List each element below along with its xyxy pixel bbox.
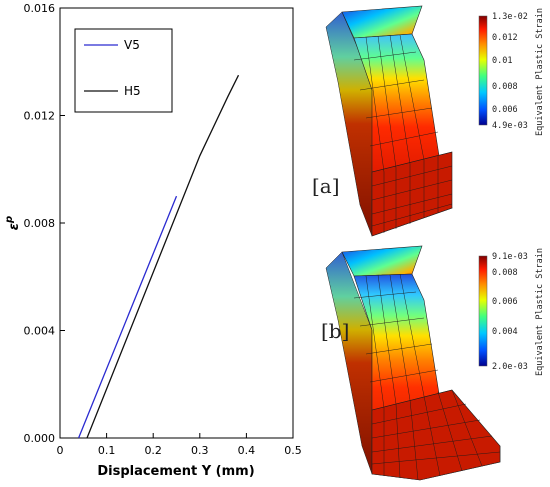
beam-b-top — [341, 245, 423, 277]
y-axis-title: εp — [4, 216, 22, 230]
colorbar-b — [478, 255, 488, 367]
beam-b-mesh — [353, 273, 501, 481]
colorbar-a-tick-2: 0.01 — [492, 56, 512, 66]
series-lines — [77, 74, 240, 439]
y-axis-superscript: p — [4, 216, 15, 224]
series-line-v5 — [77, 195, 178, 439]
colorbar-b-tick-2: 0.006 — [492, 297, 518, 307]
beam-a-top — [341, 5, 423, 39]
plot-area: 0 0.1 0.2 0.3 0.4 0.5 0.0000.0040.0080.0120.0… — [4, 2, 302, 479]
x-tick-label: 0.3 — [191, 444, 209, 457]
colorbar-b-tick-3: 0.004 — [492, 327, 518, 337]
colorbar-b-title: Equivalent Plastic Strain — [535, 248, 545, 376]
panel-label-a: [a] — [312, 174, 340, 198]
svg-text:εp: εp — [4, 216, 22, 230]
y-axis-ticks: 0.000 0.004 0.008 0.012 0.016 — [24, 2, 65, 445]
panel-label-b: [b] — [321, 319, 349, 343]
x-tick-label: 0.5 — [284, 444, 302, 457]
colorbar-a-tick-4: 0.006 — [492, 105, 518, 115]
x-tick-label: 0.1 — [98, 444, 116, 457]
fem-model-b: [b] 9.1e-03 0.008 0.006 0.004 2.0e-03 Eq… — [321, 245, 545, 481]
colorbar-b-tick-1: 0.008 — [492, 268, 518, 278]
legend-label-v5: V5 — [124, 38, 140, 52]
colorbar-b-ticks: 9.1e-03 0.008 0.006 0.004 2.0e-03 — [492, 252, 528, 372]
legend-label-h5: H5 — [124, 84, 141, 98]
y-tick-label: 0.008 — [24, 217, 56, 230]
y-tick-label: 0.000 — [24, 432, 56, 445]
colorbar-a-tick-3: 0.008 — [492, 82, 518, 92]
x-axis-title: Displacement Y (mm) — [97, 464, 254, 479]
series-line-h5 — [86, 74, 240, 439]
colorbar-a-tick-0: 1.3e-02 — [492, 12, 528, 22]
beam-a-mesh — [353, 34, 453, 233]
legend: V5 H5 — [74, 28, 173, 113]
y-tick-label: 0.012 — [24, 110, 56, 123]
y-axis-symbol: ε — [7, 223, 22, 230]
x-tick-label: 0.2 — [144, 444, 162, 457]
y-tick-label: 0.016 — [24, 2, 56, 15]
colorbar-a-tick-5: 4.9e-03 — [492, 121, 528, 131]
colorbar-a-tick-1: 0.012 — [492, 33, 518, 43]
legend-box — [74, 28, 173, 113]
colorbar-b-tick-4: 2.0e-03 — [492, 362, 528, 372]
x-axis-ticks: 0 0.1 0.2 0.3 0.4 0.5 — [57, 433, 302, 457]
fem-model-a: [a] 1.3e-02 0.012 0.01 0.008 0.006 4.9e-… — [312, 5, 545, 237]
colorbar-a-title: Equivalent Plastic Strain — [535, 8, 545, 136]
colorbar-b-tick-0: 9.1e-03 — [492, 252, 528, 262]
x-tick-label: 0 — [57, 444, 64, 457]
colorbar-a-ticks: 1.3e-02 0.012 0.01 0.008 0.006 4.9e-03 — [492, 12, 528, 131]
y-tick-label: 0.004 — [24, 325, 56, 338]
x-tick-label: 0.4 — [238, 444, 256, 457]
colorbar-a — [478, 15, 488, 126]
